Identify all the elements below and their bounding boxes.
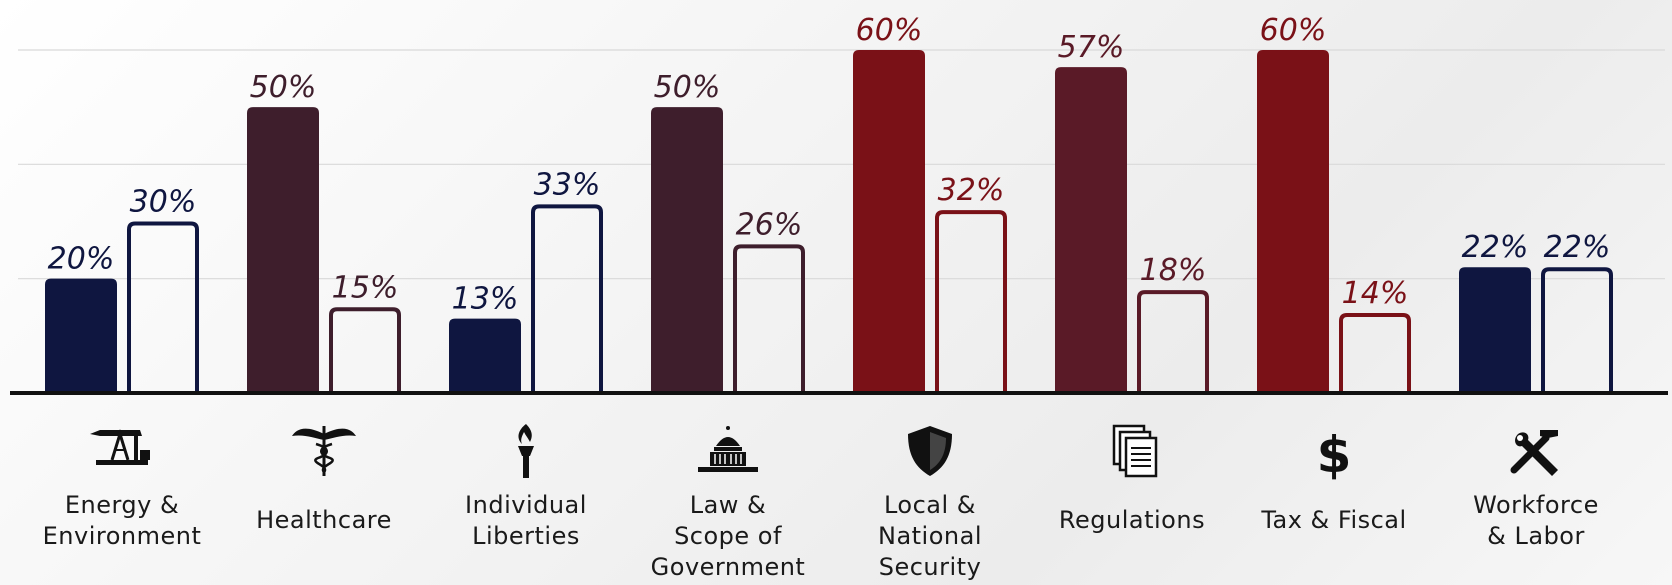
bar-outline bbox=[331, 309, 399, 393]
tools-icon bbox=[1496, 420, 1576, 482]
data-label: 26% bbox=[736, 207, 803, 242]
data-label: 30% bbox=[130, 185, 197, 220]
data-label: 13% bbox=[452, 282, 519, 317]
data-label: 33% bbox=[534, 167, 601, 202]
category-label: Law & Scope of Government bbox=[628, 490, 828, 583]
data-label: 22% bbox=[1544, 230, 1611, 265]
bar-outline bbox=[1543, 269, 1611, 393]
bar-filled bbox=[651, 107, 723, 393]
bar-outline bbox=[1139, 292, 1207, 393]
category-label: Local & National Security bbox=[830, 490, 1030, 583]
torch-icon bbox=[486, 420, 566, 482]
bar-filled bbox=[45, 279, 117, 393]
data-label: 22% bbox=[1462, 230, 1529, 265]
svg-text:$: $ bbox=[1317, 426, 1352, 482]
dollar-icon: $ bbox=[1294, 420, 1374, 482]
category-label: Tax & Fiscal bbox=[1234, 505, 1434, 536]
bar-outline bbox=[1341, 315, 1409, 393]
capitol-icon bbox=[688, 420, 768, 482]
bar-filled bbox=[247, 107, 319, 393]
data-label: 15% bbox=[332, 270, 399, 305]
shield-icon bbox=[890, 420, 970, 482]
category-label: Healthcare bbox=[224, 505, 424, 536]
category-label: Individual Liberties bbox=[426, 490, 626, 552]
category-label: Energy & Environment bbox=[22, 490, 222, 552]
data-label: 20% bbox=[48, 242, 115, 277]
data-label: 50% bbox=[250, 70, 317, 105]
documents-icon bbox=[1092, 420, 1172, 482]
data-label: 57% bbox=[1058, 30, 1125, 65]
bar-filled bbox=[449, 319, 521, 393]
category-label: Regulations bbox=[1032, 505, 1232, 536]
bar-filled bbox=[1055, 67, 1127, 393]
data-label: 50% bbox=[654, 70, 721, 105]
oil-pump-icon bbox=[82, 420, 162, 482]
bar-filled bbox=[853, 50, 925, 393]
data-label: 60% bbox=[856, 13, 923, 48]
data-label: 32% bbox=[938, 173, 1005, 208]
caduceus-icon bbox=[284, 420, 364, 482]
bar-filled bbox=[1459, 267, 1531, 393]
data-label: 60% bbox=[1260, 13, 1327, 48]
bar-outline bbox=[533, 206, 601, 393]
data-label: 18% bbox=[1140, 253, 1207, 288]
bar-outline bbox=[735, 246, 803, 393]
bar-filled bbox=[1257, 50, 1329, 393]
data-label: 14% bbox=[1342, 276, 1409, 311]
category-label: Workforce & Labor bbox=[1436, 490, 1636, 552]
bar-outline bbox=[129, 224, 197, 394]
bar-outline bbox=[937, 212, 1005, 393]
